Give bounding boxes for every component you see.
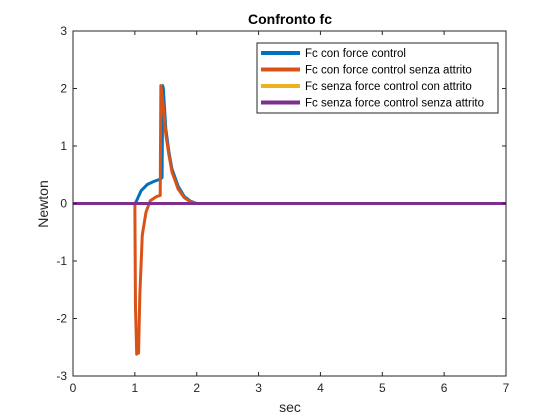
y-tick-label: -3 [56, 369, 67, 383]
y-tick-label: 3 [60, 24, 67, 38]
series-layer [73, 84, 506, 356]
x-tick-label: 4 [317, 381, 324, 395]
x-tick-label: 3 [255, 381, 262, 395]
y-tick-label: 0 [60, 197, 67, 211]
legend: Fc con force control Fc con force control… [256, 42, 499, 114]
x-tick-label: 2 [193, 381, 200, 395]
x-tick-label: 6 [441, 381, 448, 395]
ticks-layer: 0 1 2 3 4 5 6 7 -3 -2 -1 0 1 2 3 [56, 24, 509, 395]
legend-label: Fc senza force control con attrito [305, 81, 472, 93]
x-tick-label: 1 [132, 381, 139, 395]
y-tick-label: -2 [56, 312, 67, 326]
x-axis-label: sec [279, 399, 301, 415]
x-tick-label: 7 [503, 381, 510, 395]
legend-label: Fc con force control senza attrito [305, 65, 472, 77]
legend-label: Fc senza force control senza attrito [305, 98, 484, 110]
y-tick-label: -1 [56, 254, 67, 268]
chart-title: Confronto fc [248, 11, 332, 27]
x-tick-label: 0 [70, 381, 77, 395]
y-axis-label: Newton [35, 180, 51, 227]
legend-label: Fc con force control [305, 48, 406, 60]
x-tick-label: 5 [379, 381, 386, 395]
y-tick-label: 1 [60, 139, 67, 153]
series-line-2 [73, 84, 506, 356]
y-tick-label: 2 [60, 82, 67, 96]
